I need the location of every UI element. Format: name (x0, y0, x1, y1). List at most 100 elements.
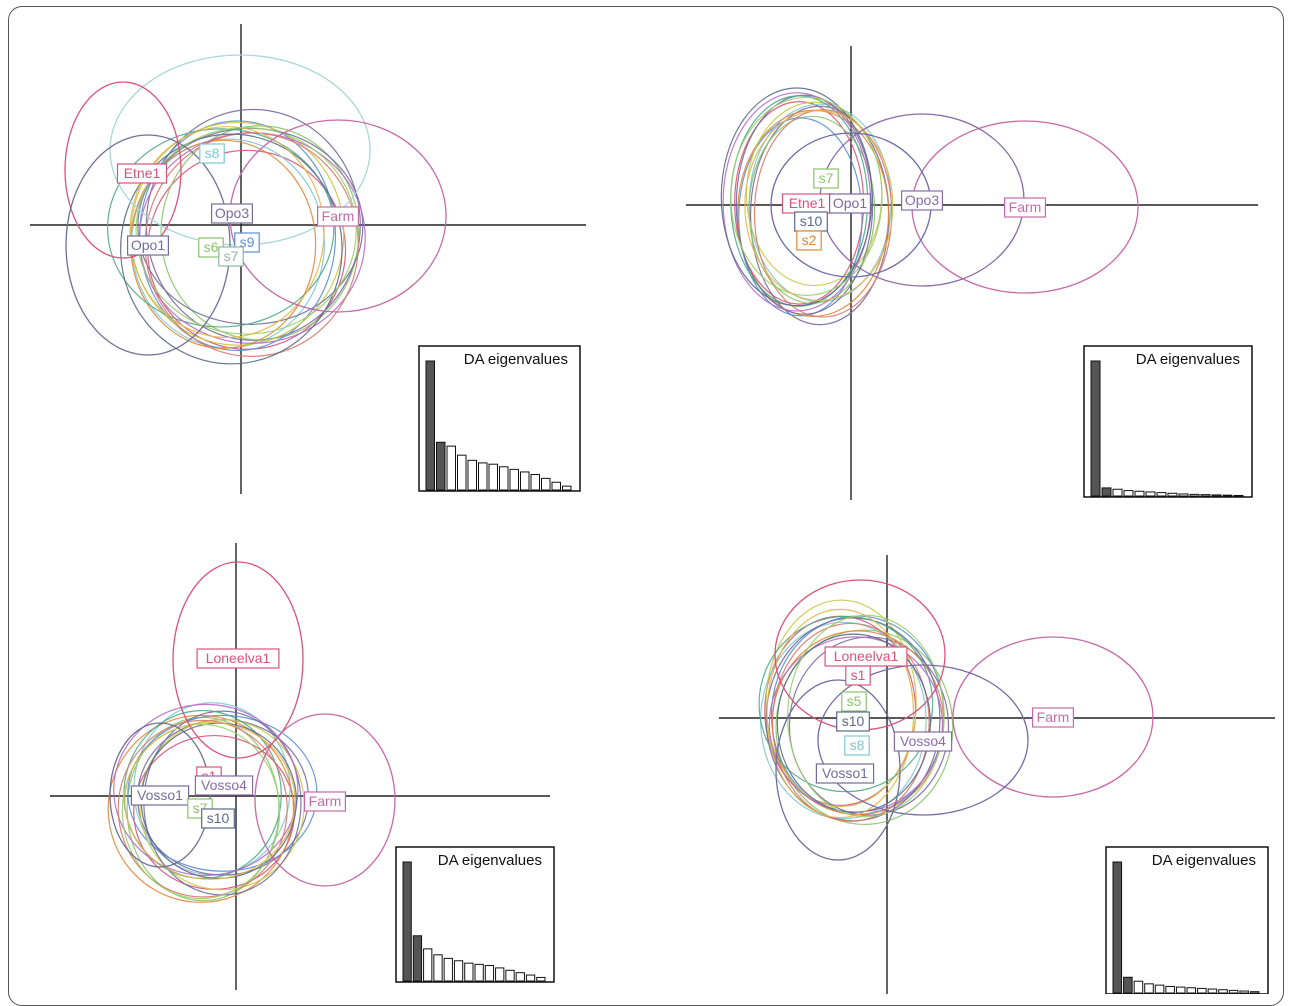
group-label: Etne1 (781, 193, 833, 214)
group-label-text: Vosso4 (900, 733, 946, 749)
eigenvalue-bar (1233, 494, 1244, 497)
group-label-box (201, 808, 235, 829)
group-label: Farm (1031, 707, 1074, 728)
group-ellipse (64, 81, 182, 259)
eigenvalue-bar (443, 957, 453, 982)
eigenvalue-bar (446, 445, 456, 491)
eigenvalue-bar (402, 861, 412, 982)
group-label-text: Opo1 (131, 237, 165, 253)
eigenvalue-bar (1112, 861, 1123, 994)
group-label-text: Opo3 (215, 205, 249, 221)
eigenvalue-bar (536, 976, 546, 982)
eigenvalue-bar (1156, 492, 1167, 497)
group-ellipse (735, 94, 874, 315)
eigenvalue-bar (505, 969, 515, 982)
group-label: Vosso4 (893, 731, 953, 752)
group-label-text: Vosso1 (822, 765, 868, 781)
group-ellipse (121, 723, 281, 900)
group-label-text: Etne1 (789, 195, 826, 211)
eigenvalue-bar (412, 935, 423, 982)
group-label-box (304, 791, 347, 812)
eigenvalue-bar (436, 441, 446, 491)
inset-title: DA eigenvalues (464, 351, 568, 368)
group-ellipse (254, 713, 396, 887)
group-label-box (218, 246, 244, 267)
group-ellipse (106, 128, 335, 328)
group-label-text: s6 (204, 239, 219, 255)
group-label: s8 (844, 735, 870, 756)
group-label-text: s8 (850, 737, 865, 753)
group-label-box (815, 763, 875, 784)
group-label: Opo3 (900, 190, 943, 211)
eigenvalue-inset: DA eigenvalues (1105, 846, 1269, 994)
eigenvalue-bar (520, 471, 530, 491)
group-label-text: Farm (1037, 709, 1070, 725)
eigenvalue-bar (551, 481, 561, 491)
group-label-text: Etne1 (124, 165, 161, 181)
group-label: s10 (794, 211, 828, 232)
group-label-text: Farm (309, 793, 342, 809)
eigenvalue-bar (478, 462, 488, 491)
eigenvalue-bar (562, 485, 572, 491)
eigenvalue-bar (1090, 360, 1101, 497)
panel-top-right: s7 Etne1 Opo1 s10 s2 Opo3 Farm DA eigenvalues (686, 46, 1258, 500)
eigenvalue-bar (509, 468, 519, 491)
eigenvalue-bar (464, 962, 474, 982)
eigenvalue-bar (467, 459, 477, 491)
eigenvalue-bar (457, 454, 467, 491)
inset-frame (1105, 846, 1269, 994)
eigenvalue-bar (1134, 490, 1145, 497)
eigenvalue-bar (1178, 493, 1189, 497)
inset-title: DA eigenvalues (438, 852, 542, 869)
group-ellipse (775, 629, 954, 826)
group-label-box (1003, 197, 1046, 218)
inset-frame (1083, 345, 1253, 498)
group-label-text: Vosso1 (137, 787, 183, 803)
eigenvalue-inset: DA eigenvalues (395, 846, 555, 983)
group-label-text: Loneelva1 (206, 650, 271, 666)
group-label: Loneelva1 (196, 648, 280, 669)
group-ellipse (65, 134, 231, 356)
group-label-text: Loneelva1 (834, 648, 899, 664)
eigenvalue-inset: DA eigenvalues (418, 345, 581, 492)
group-label-box (196, 648, 280, 669)
group-ellipse (129, 126, 325, 339)
group-label-box (194, 775, 254, 796)
eigenvalue-bar (425, 360, 435, 491)
group-ellipse (753, 109, 893, 318)
group-label: Etne1 (116, 163, 168, 184)
eigenvalue-bar (423, 948, 433, 982)
group-label: s10 (836, 711, 870, 732)
group-ellipse (113, 703, 299, 877)
group-ellipse (730, 96, 883, 297)
group-label: s6 (198, 237, 224, 258)
group-label-box (796, 230, 822, 251)
group-label: Vosso1 (815, 763, 875, 784)
eigenvalue-bar (1186, 987, 1197, 994)
eigenvalue-bar (1228, 989, 1239, 994)
eigenvalue-bar (1112, 488, 1123, 497)
eigenvalue-bar (1222, 494, 1233, 497)
group-ellipse (120, 133, 343, 365)
group-label-text: s10 (842, 713, 865, 729)
group-ellipse (738, 117, 863, 317)
group-label-box (836, 711, 870, 732)
group-ellipse (135, 127, 357, 335)
group-ellipse (137, 127, 364, 325)
eigenvalue-bar (1200, 494, 1211, 497)
panel-bottom-left: Loneelva1Vosso1s1Vosso4s7s10FarmDA eigen… (50, 543, 555, 990)
group-label-box (893, 731, 953, 752)
eigenvalue-bar (1189, 493, 1200, 497)
eigenvalue-bar (1239, 990, 1249, 994)
group-label-box (900, 190, 943, 211)
eigenvalue-bar (1144, 983, 1154, 994)
group-label-box (841, 691, 867, 712)
group-label-text: Opo3 (905, 192, 939, 208)
group-label: s5 (841, 691, 867, 712)
eigenvalue-bar (515, 972, 525, 982)
group-label-box (317, 206, 360, 227)
group-label: s7 (813, 168, 839, 189)
group-label-box (199, 143, 225, 164)
eigenvalue-bar (541, 477, 551, 491)
